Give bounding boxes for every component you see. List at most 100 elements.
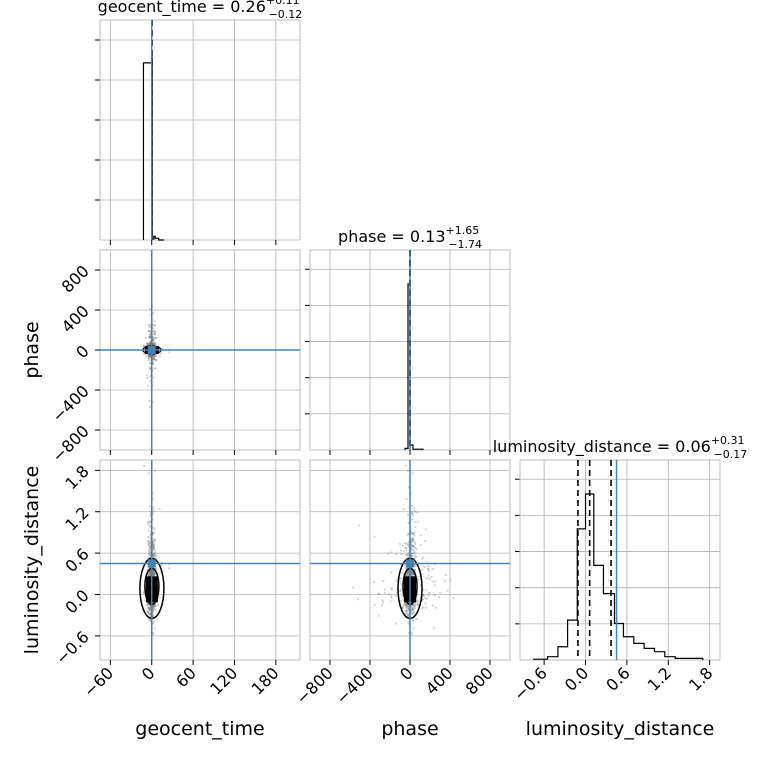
sample-point <box>411 554 414 557</box>
y-tick-label: −800 <box>48 421 93 466</box>
sample-point <box>419 543 422 547</box>
sample-point <box>149 354 152 358</box>
sample-point <box>148 361 152 365</box>
sample-point <box>383 588 386 591</box>
sample-point <box>401 571 404 574</box>
sample-point <box>411 573 414 576</box>
sample-point <box>405 553 408 557</box>
sample-point <box>152 571 155 574</box>
sample-point <box>158 596 161 599</box>
sample-point <box>149 551 152 554</box>
sample-point <box>148 336 151 339</box>
y-tick-label: −400 <box>48 381 93 426</box>
sample-point <box>407 622 410 625</box>
sample-point <box>411 536 414 539</box>
sample-point <box>412 604 415 607</box>
sample-point <box>158 355 161 358</box>
sample-point <box>415 555 418 558</box>
scatter-panel-geocent_time-phase <box>95 249 301 455</box>
sample-point <box>146 603 149 606</box>
sample-point <box>154 566 157 570</box>
sample-point <box>149 608 152 612</box>
sample-point <box>415 597 419 600</box>
sample-point <box>411 571 414 574</box>
sample-point <box>402 598 405 601</box>
sample-point <box>422 593 425 596</box>
sample-point <box>153 572 156 575</box>
sample-point <box>155 554 158 557</box>
sample-point <box>381 599 384 602</box>
sample-point <box>413 565 417 568</box>
sample-point <box>148 554 151 557</box>
y-tick-label: 0.6 <box>61 544 92 575</box>
sample-point <box>373 604 376 607</box>
truth-marker <box>147 346 156 354</box>
sample-point <box>153 543 156 546</box>
sample-point <box>153 605 156 608</box>
sample-point <box>400 583 403 586</box>
x-tick-label: 0.6 <box>602 663 633 694</box>
sample-point <box>415 547 418 551</box>
sample-point <box>414 541 417 544</box>
sample-point <box>151 614 155 617</box>
x-tick-label: 1.8 <box>685 663 716 694</box>
sample-point <box>152 508 155 512</box>
sample-point <box>434 580 437 583</box>
sample-point <box>153 367 156 370</box>
sample-point <box>405 610 408 613</box>
sample-point <box>168 350 171 354</box>
y-tick-label: 0 <box>72 341 93 362</box>
sample-point <box>444 574 448 577</box>
sample-point <box>411 570 414 574</box>
sample-point <box>407 555 410 558</box>
sample-point <box>407 551 410 555</box>
sample-point <box>416 511 419 514</box>
sample-point <box>410 552 413 555</box>
sample-point <box>148 335 151 338</box>
sample-point <box>419 584 422 587</box>
sample-point <box>153 573 156 576</box>
sample-point <box>147 607 151 610</box>
sample-point <box>147 520 150 523</box>
sample-point <box>153 354 156 357</box>
sample-point <box>410 572 413 575</box>
sample-point <box>413 610 416 613</box>
panel-frame <box>99 459 301 661</box>
sample-point <box>412 508 416 512</box>
sample-point <box>437 596 441 599</box>
sample-point <box>433 584 437 587</box>
x-axis-label-geocent_time: geocent_time <box>135 718 264 740</box>
sample-point <box>402 507 405 511</box>
sample-point <box>160 347 164 350</box>
sample-point <box>152 570 155 574</box>
sample-point <box>152 358 155 361</box>
sample-point <box>147 553 150 556</box>
sample-point <box>147 606 150 609</box>
sample-point <box>148 570 151 573</box>
sample-point <box>412 608 415 611</box>
diag-panel-luminosity_distance: luminosity_distance = 0.06+0.31 −0.17 <box>493 434 747 665</box>
sample-point <box>412 514 415 517</box>
sample-point <box>411 612 414 615</box>
sample-point <box>412 611 415 615</box>
sample-point <box>142 591 145 595</box>
sample-point <box>410 571 413 574</box>
sample-point <box>152 343 155 346</box>
sample-point <box>431 580 435 583</box>
sample-cloud <box>352 464 455 636</box>
sample-point <box>147 549 151 552</box>
sample-point <box>155 568 158 571</box>
sample-point <box>152 546 155 549</box>
sample-point <box>390 551 393 554</box>
sample-point <box>414 603 417 606</box>
sample-point <box>405 610 408 613</box>
sample-point <box>147 330 151 333</box>
sample-point <box>430 575 433 579</box>
sample-point <box>411 573 414 576</box>
sample-point <box>411 618 415 622</box>
sample-point <box>146 342 149 345</box>
sample-point <box>413 557 416 560</box>
sample-point <box>403 603 406 606</box>
sample-point <box>431 567 434 571</box>
sample-point <box>390 588 394 591</box>
